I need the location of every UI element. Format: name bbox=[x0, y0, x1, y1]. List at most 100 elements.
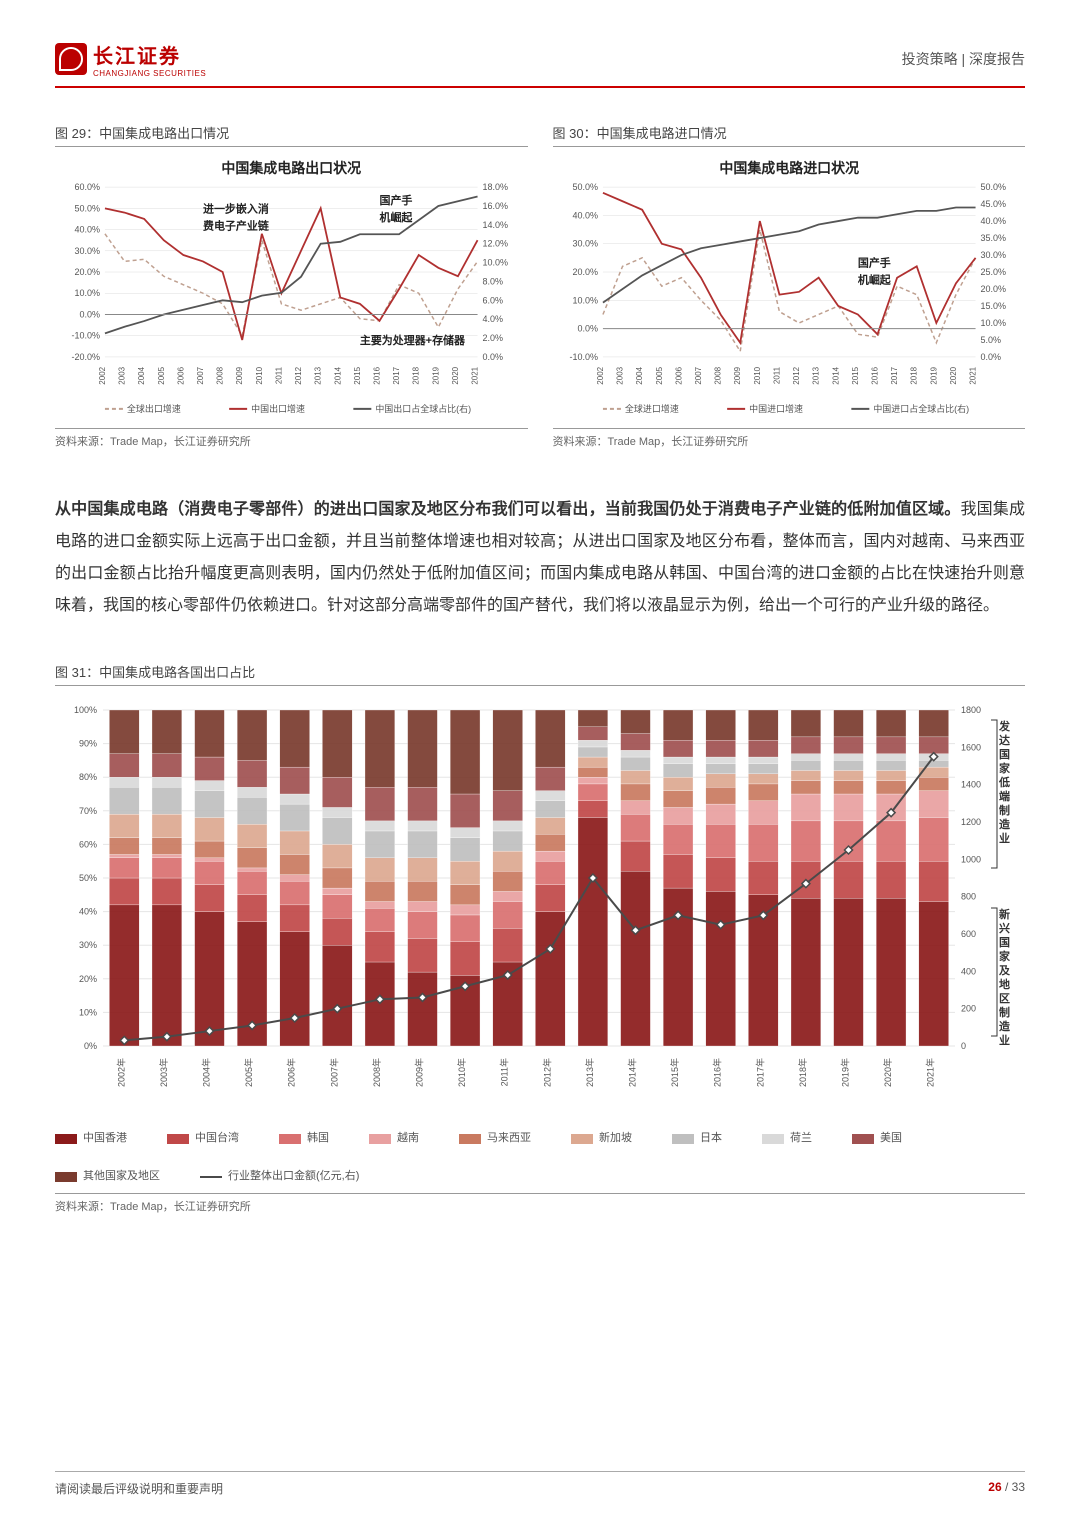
figure-29: 图 29：中国集成电路出口情况 中国集成电路出口状况-20.0%-10.0%0.… bbox=[55, 123, 528, 449]
footer-page: 26 / 33 bbox=[988, 1480, 1025, 1497]
svg-text:造: 造 bbox=[999, 817, 1011, 831]
svg-text:0.0%: 0.0% bbox=[980, 352, 1000, 362]
svg-text:2017年: 2017年 bbox=[754, 1058, 765, 1087]
svg-text:0.0%: 0.0% bbox=[483, 352, 503, 362]
svg-text:2007: 2007 bbox=[196, 366, 205, 384]
svg-text:业: 业 bbox=[999, 1033, 1010, 1047]
svg-text:30.0%: 30.0% bbox=[74, 246, 99, 256]
svg-text:800: 800 bbox=[961, 892, 976, 902]
svg-text:1000: 1000 bbox=[961, 854, 981, 864]
svg-text:机崛起: 机崛起 bbox=[379, 210, 413, 224]
svg-text:全球出口增速: 全球出口增速 bbox=[127, 403, 181, 414]
svg-text:2008: 2008 bbox=[216, 366, 225, 384]
svg-text:14.0%: 14.0% bbox=[483, 220, 508, 230]
svg-text:中国出口增速: 中国出口增速 bbox=[251, 403, 305, 414]
svg-text:30.0%: 30.0% bbox=[572, 239, 597, 249]
svg-text:发: 发 bbox=[998, 719, 1011, 733]
svg-text:2008年: 2008年 bbox=[371, 1058, 382, 1087]
svg-text:200: 200 bbox=[961, 1004, 976, 1014]
svg-text:2011: 2011 bbox=[274, 366, 283, 384]
svg-text:国: 国 bbox=[999, 748, 1010, 761]
chart-29-svg: 中国集成电路出口状况-20.0%-10.0%0.0%10.0%20.0%30.0… bbox=[55, 157, 528, 417]
figure-29-source: 资料来源：Trade Map，长江证券研究所 bbox=[55, 428, 528, 449]
svg-text:兴: 兴 bbox=[999, 921, 1010, 935]
svg-text:16.0%: 16.0% bbox=[483, 201, 508, 211]
chart-31-svg: 0%10%20%30%40%50%60%70%80%90%100%0200400… bbox=[55, 696, 1025, 1116]
svg-text:家: 家 bbox=[999, 761, 1011, 775]
svg-text:40.0%: 40.0% bbox=[74, 225, 99, 235]
svg-text:2003年: 2003年 bbox=[158, 1058, 169, 1087]
svg-text:2015年: 2015年 bbox=[669, 1058, 680, 1087]
svg-text:80%: 80% bbox=[79, 772, 97, 782]
svg-text:2011年: 2011年 bbox=[499, 1058, 510, 1086]
svg-text:2006: 2006 bbox=[176, 366, 185, 384]
svg-text:2020年: 2020年 bbox=[882, 1058, 893, 1087]
svg-text:家: 家 bbox=[999, 949, 1011, 963]
svg-text:2008: 2008 bbox=[713, 366, 722, 384]
svg-text:10%: 10% bbox=[79, 1007, 97, 1017]
svg-text:2021年: 2021年 bbox=[925, 1058, 936, 1087]
svg-text:10.0%: 10.0% bbox=[980, 318, 1005, 328]
logo-icon bbox=[55, 43, 87, 75]
header-category: 投资策略 | 深度报告 bbox=[902, 49, 1025, 69]
svg-text:2006: 2006 bbox=[674, 366, 683, 384]
svg-text:端: 端 bbox=[999, 789, 1010, 803]
svg-text:2005年: 2005年 bbox=[243, 1058, 254, 1087]
svg-text:机崛起: 机崛起 bbox=[857, 272, 891, 286]
svg-text:8.0%: 8.0% bbox=[483, 276, 503, 286]
svg-text:0.0%: 0.0% bbox=[79, 309, 99, 319]
svg-text:10.0%: 10.0% bbox=[483, 258, 508, 268]
svg-text:18.0%: 18.0% bbox=[483, 182, 508, 192]
logo-en: CHANGJIANG SECURITIES bbox=[93, 69, 206, 78]
body-bold: 从中国集成电路（消费电子零部件）的进出口国家及地区分布我们可以看出，当前我国仍处… bbox=[55, 501, 960, 518]
svg-text:2009: 2009 bbox=[235, 366, 244, 384]
svg-text:2020: 2020 bbox=[948, 366, 957, 384]
svg-text:-10.0%: -10.0% bbox=[569, 352, 597, 362]
svg-text:15.0%: 15.0% bbox=[980, 301, 1005, 311]
svg-text:区: 区 bbox=[999, 992, 1010, 1005]
svg-text:2014: 2014 bbox=[333, 366, 342, 384]
svg-text:新: 新 bbox=[999, 907, 1010, 921]
svg-text:0%: 0% bbox=[84, 1041, 97, 1051]
svg-text:2003: 2003 bbox=[615, 366, 624, 384]
svg-text:2011: 2011 bbox=[772, 366, 781, 384]
svg-text:2013: 2013 bbox=[314, 366, 323, 384]
svg-text:2012: 2012 bbox=[294, 366, 303, 384]
svg-text:1200: 1200 bbox=[961, 817, 981, 827]
svg-text:达: 达 bbox=[999, 733, 1010, 747]
svg-text:2005: 2005 bbox=[157, 366, 166, 384]
svg-text:600: 600 bbox=[961, 929, 976, 939]
svg-text:2021: 2021 bbox=[471, 366, 480, 384]
svg-text:2014年: 2014年 bbox=[627, 1058, 638, 1087]
figure-30: 图 30：中国集成电路进口情况 中国集成电路进口状况-10.0%0.0%10.0… bbox=[553, 123, 1026, 449]
svg-text:50.0%: 50.0% bbox=[572, 182, 597, 192]
svg-text:-10.0%: -10.0% bbox=[71, 331, 99, 341]
svg-text:2019年: 2019年 bbox=[840, 1058, 851, 1087]
svg-text:10.0%: 10.0% bbox=[74, 288, 99, 298]
svg-text:1400: 1400 bbox=[961, 780, 981, 790]
svg-text:2004: 2004 bbox=[137, 366, 146, 384]
svg-text:2016年: 2016年 bbox=[712, 1058, 723, 1087]
page-header: 长江证券 CHANGJIANG SECURITIES 投资策略 | 深度报告 bbox=[55, 40, 1025, 88]
svg-text:50%: 50% bbox=[79, 873, 97, 883]
svg-text:造: 造 bbox=[999, 1019, 1011, 1033]
svg-text:2020: 2020 bbox=[451, 366, 460, 384]
svg-text:2018年: 2018年 bbox=[797, 1058, 808, 1087]
svg-text:地: 地 bbox=[999, 977, 1010, 991]
page-footer: 请阅读最后评级说明和重要声明 26 / 33 bbox=[55, 1471, 1025, 1497]
svg-text:60.0%: 60.0% bbox=[74, 182, 99, 192]
svg-text:2009: 2009 bbox=[733, 366, 742, 384]
svg-text:5.0%: 5.0% bbox=[980, 335, 1000, 345]
svg-text:业: 业 bbox=[999, 831, 1010, 845]
svg-text:中国进口增速: 中国进口增速 bbox=[749, 403, 803, 414]
svg-text:60%: 60% bbox=[79, 839, 97, 849]
svg-text:及: 及 bbox=[999, 964, 1011, 977]
svg-text:全球进口增速: 全球进口增速 bbox=[624, 403, 678, 414]
svg-text:30%: 30% bbox=[79, 940, 97, 950]
svg-text:12.0%: 12.0% bbox=[483, 239, 508, 249]
svg-text:2012年: 2012年 bbox=[541, 1058, 552, 1087]
svg-text:20.0%: 20.0% bbox=[980, 284, 1005, 294]
figure-31-caption: 图 31：中国集成电路各国出口占比 bbox=[55, 662, 1025, 686]
svg-text:2016: 2016 bbox=[870, 366, 879, 384]
svg-text:2004: 2004 bbox=[635, 366, 644, 384]
